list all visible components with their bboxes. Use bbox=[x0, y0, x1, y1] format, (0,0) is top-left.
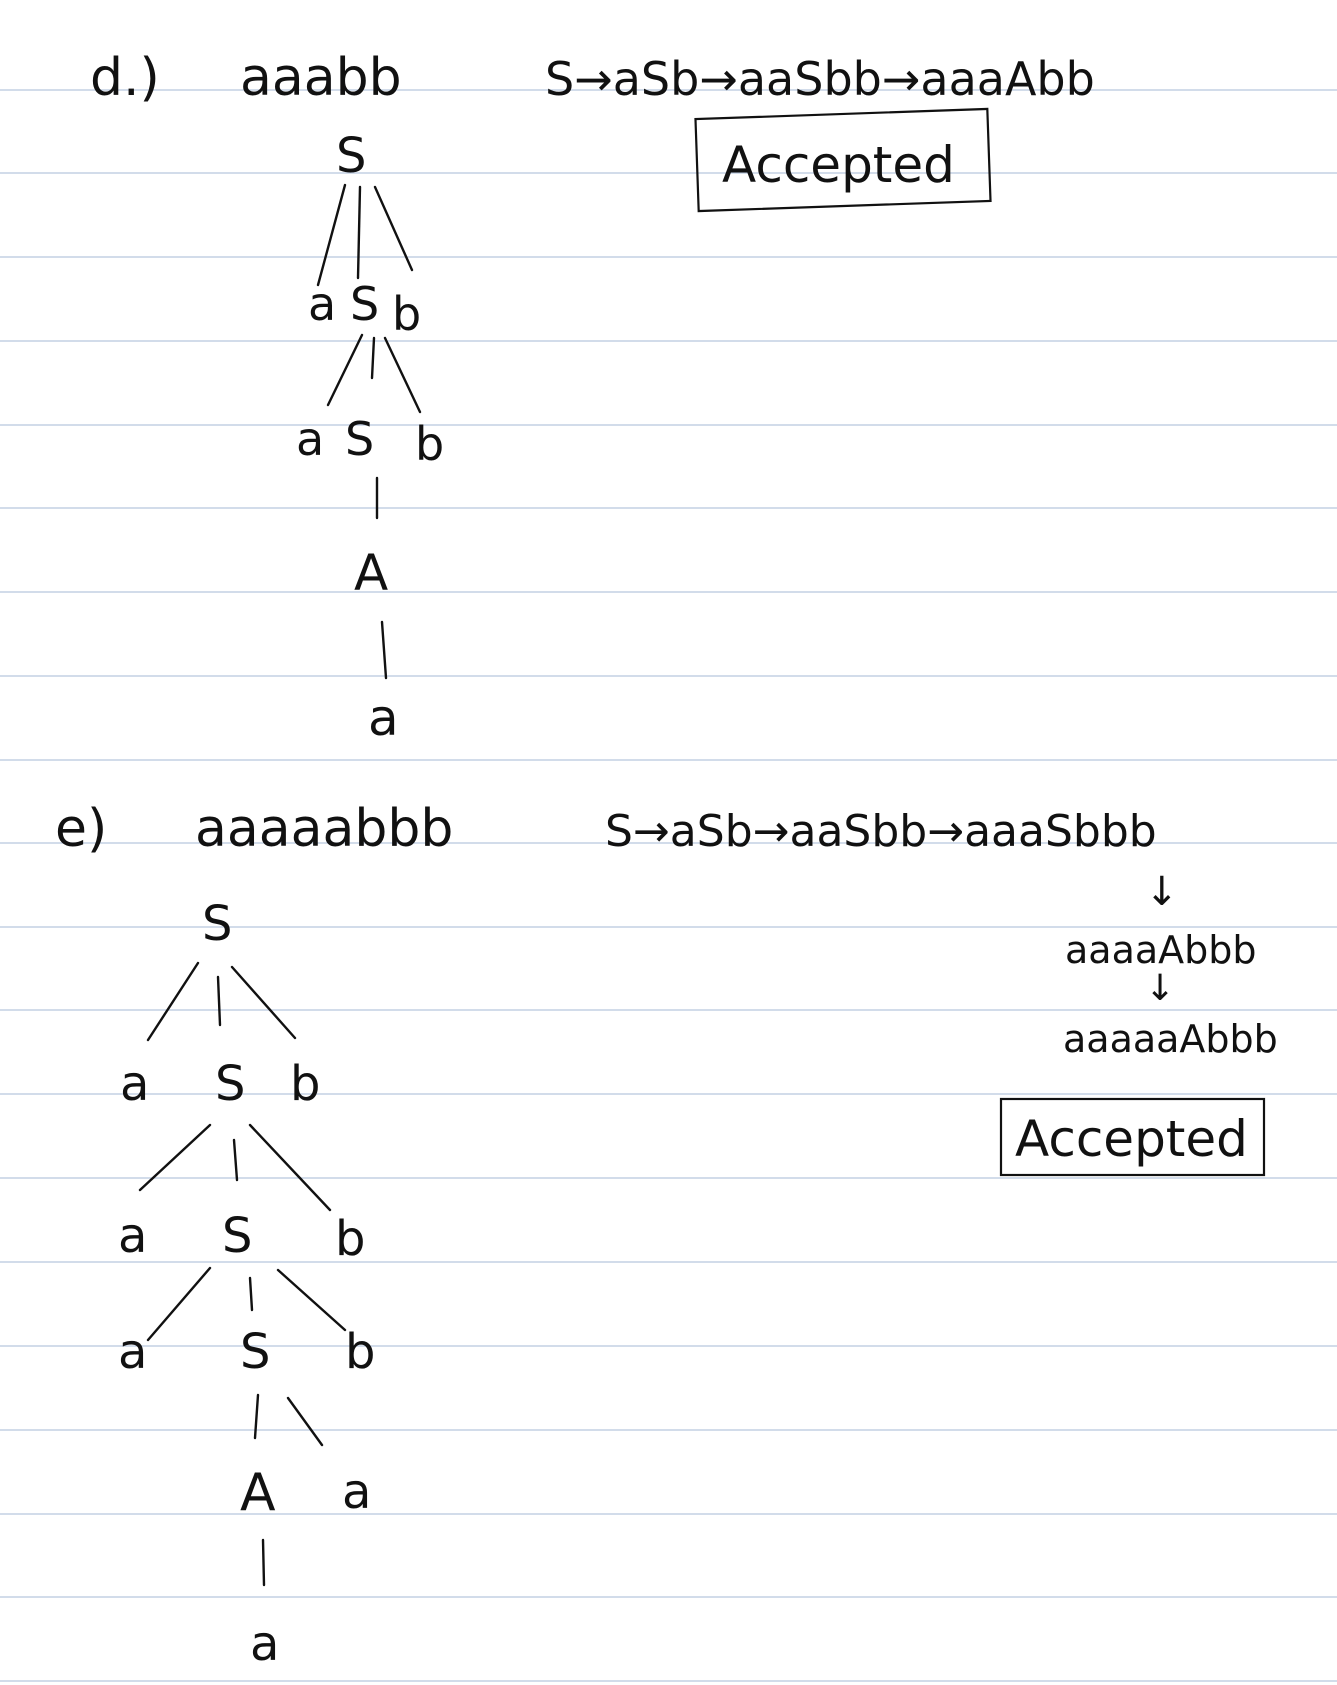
tree-e-edge bbox=[248, 1123, 332, 1212]
part-e-accepted-box bbox=[999, 1097, 1266, 1177]
tree-d-node: a bbox=[368, 689, 399, 747]
tree-e-root: S bbox=[202, 896, 232, 952]
part-d-string: aaabb bbox=[240, 48, 402, 108]
tree-e-edge bbox=[276, 1268, 347, 1332]
tree-d-edge bbox=[356, 185, 362, 280]
tree-e-node: A bbox=[240, 1463, 276, 1523]
tree-d-node: b bbox=[392, 287, 421, 341]
tree-e-edge bbox=[216, 975, 222, 1027]
tree-e-edge bbox=[248, 1276, 254, 1312]
part-d-accepted: Accepted bbox=[722, 136, 955, 194]
tree-e-node: a bbox=[118, 1324, 147, 1380]
part-e-parse-tree: S a S b a S b a S b A a a bbox=[118, 896, 375, 1672]
part-e: e) aaaaabbb S→aSb→aaSbb→aaaSbbb ↓ aaaaAb… bbox=[55, 799, 1278, 1672]
part-e-label: e) bbox=[55, 799, 107, 859]
part-e-step-4: aaaaAbbb bbox=[1065, 928, 1257, 972]
part-e-accepted: Accepted bbox=[1015, 1110, 1248, 1168]
part-d: d.) aaabb S→aSb→aaSbb→aaaAbb Accepted S … bbox=[90, 48, 1095, 747]
tree-d-node: b bbox=[415, 417, 444, 471]
tree-e-edge bbox=[253, 1393, 260, 1440]
part-d-label: d.) bbox=[90, 48, 160, 108]
tree-d-node: a bbox=[308, 277, 336, 331]
tree-e-node: S bbox=[222, 1208, 252, 1264]
tree-d-edge bbox=[383, 336, 422, 414]
step-arrow: ↓ bbox=[1145, 968, 1175, 1009]
tree-d-edge bbox=[326, 333, 364, 407]
tree-d-node: S bbox=[350, 277, 379, 331]
part-e-step-5: aaaaaAbbb bbox=[1063, 1017, 1278, 1061]
tree-d-node: a bbox=[296, 412, 324, 466]
tree-e-node: b bbox=[290, 1056, 320, 1112]
part-d-derivation: S→aSb→aaSbb→aaaAbb bbox=[545, 52, 1095, 106]
tree-e-edge bbox=[261, 1538, 266, 1587]
tree-d-edge bbox=[316, 183, 347, 287]
tree-e-node: b bbox=[345, 1324, 375, 1380]
tree-d-edge bbox=[373, 185, 414, 272]
part-d-accepted-box bbox=[694, 107, 992, 213]
tree-e-node: a bbox=[342, 1464, 371, 1520]
tree-e-edge bbox=[230, 965, 297, 1040]
tree-d-node: A bbox=[354, 544, 388, 602]
tree-e-edge bbox=[146, 961, 200, 1042]
part-e-string: aaaaabbb bbox=[195, 799, 453, 859]
ruled-lines bbox=[0, 89, 1337, 1682]
tree-e-node: a bbox=[250, 1616, 279, 1672]
tree-d-edge bbox=[370, 336, 376, 380]
tree-e-node: a bbox=[120, 1056, 149, 1112]
tree-d-root: S bbox=[336, 128, 366, 184]
tree-e-node: S bbox=[240, 1324, 270, 1380]
tree-e-edge bbox=[286, 1396, 324, 1447]
part-d-parse-tree: S a S b a S b A a bbox=[296, 128, 444, 747]
tree-e-edge bbox=[138, 1123, 212, 1192]
tree-e-node: S bbox=[215, 1056, 245, 1112]
tree-d-edge bbox=[380, 620, 388, 680]
tree-e-edge bbox=[146, 1266, 212, 1342]
part-e-derivation: S→aSb→aaSbb→aaaSbbb bbox=[605, 806, 1157, 857]
tree-e-node: b bbox=[335, 1211, 365, 1267]
tree-e-edge bbox=[232, 1138, 239, 1182]
step-arrow: ↓ bbox=[1145, 869, 1179, 915]
tree-e-node: a bbox=[118, 1208, 147, 1264]
tree-d-node: S bbox=[345, 412, 374, 466]
